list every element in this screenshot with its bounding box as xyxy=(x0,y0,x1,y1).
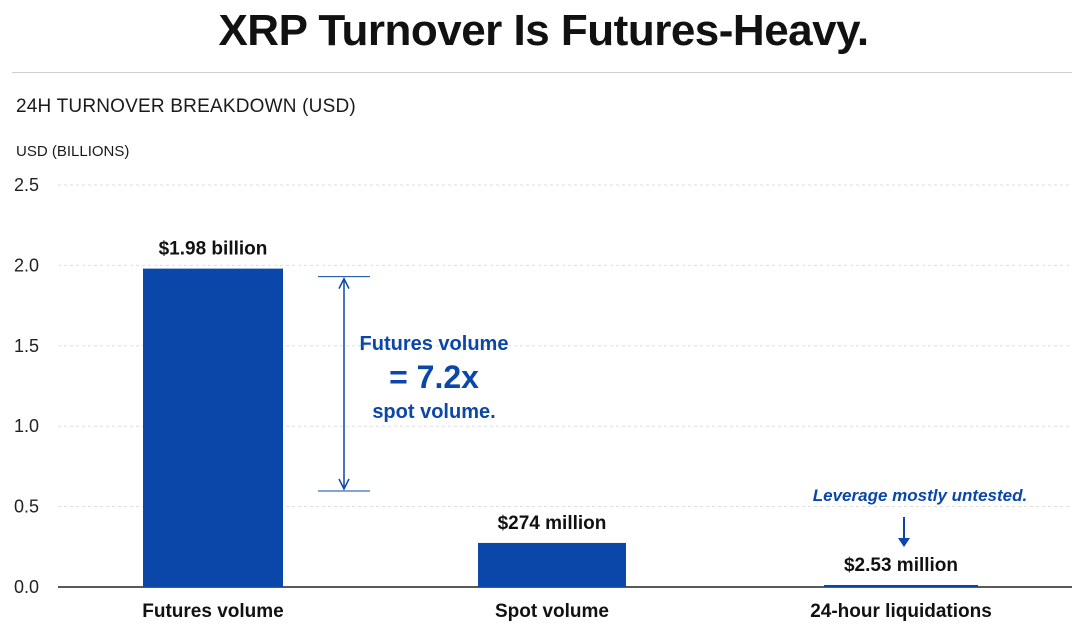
y-tick-label: 1.5 xyxy=(14,336,39,356)
x-tick-label: Futures volume xyxy=(142,601,283,622)
x-tick-label: Spot volume xyxy=(495,601,609,622)
page-title: XRP Turnover Is Futures-Heavy. xyxy=(218,6,869,55)
bar xyxy=(824,585,978,587)
y-axis-label: USD (BILLIONS) xyxy=(16,143,130,160)
y-tick-label: 0.5 xyxy=(14,497,39,517)
bracket-arrow-up xyxy=(338,276,350,289)
bar xyxy=(478,542,626,587)
ratio-annotation-line2: = 7.2x xyxy=(389,359,479,395)
leverage-annotation: Leverage mostly untested. xyxy=(813,486,1027,505)
ratio-annotation-line3: spot volume. xyxy=(372,401,495,423)
chart-subtitle: 24H TURNOVER BREAKDOWN (USD) xyxy=(16,96,356,117)
y-tick-label: 0.0 xyxy=(14,577,39,597)
data-label: $1.98 billion xyxy=(159,239,268,260)
title-divider xyxy=(12,72,1072,73)
bracket-arrow-down xyxy=(338,478,350,491)
bar xyxy=(143,268,283,587)
leverage-arrow-head xyxy=(898,538,910,547)
y-tick-label: 2.0 xyxy=(14,255,39,275)
data-label: $2.53 million xyxy=(844,555,958,576)
y-tick-label: 1.0 xyxy=(14,416,39,436)
y-tick-label: 2.5 xyxy=(14,175,39,195)
ratio-annotation-line1: Futures volume xyxy=(360,333,509,355)
x-tick-label: 24-hour liquidations xyxy=(810,601,992,622)
data-label: $274 million xyxy=(498,513,607,534)
